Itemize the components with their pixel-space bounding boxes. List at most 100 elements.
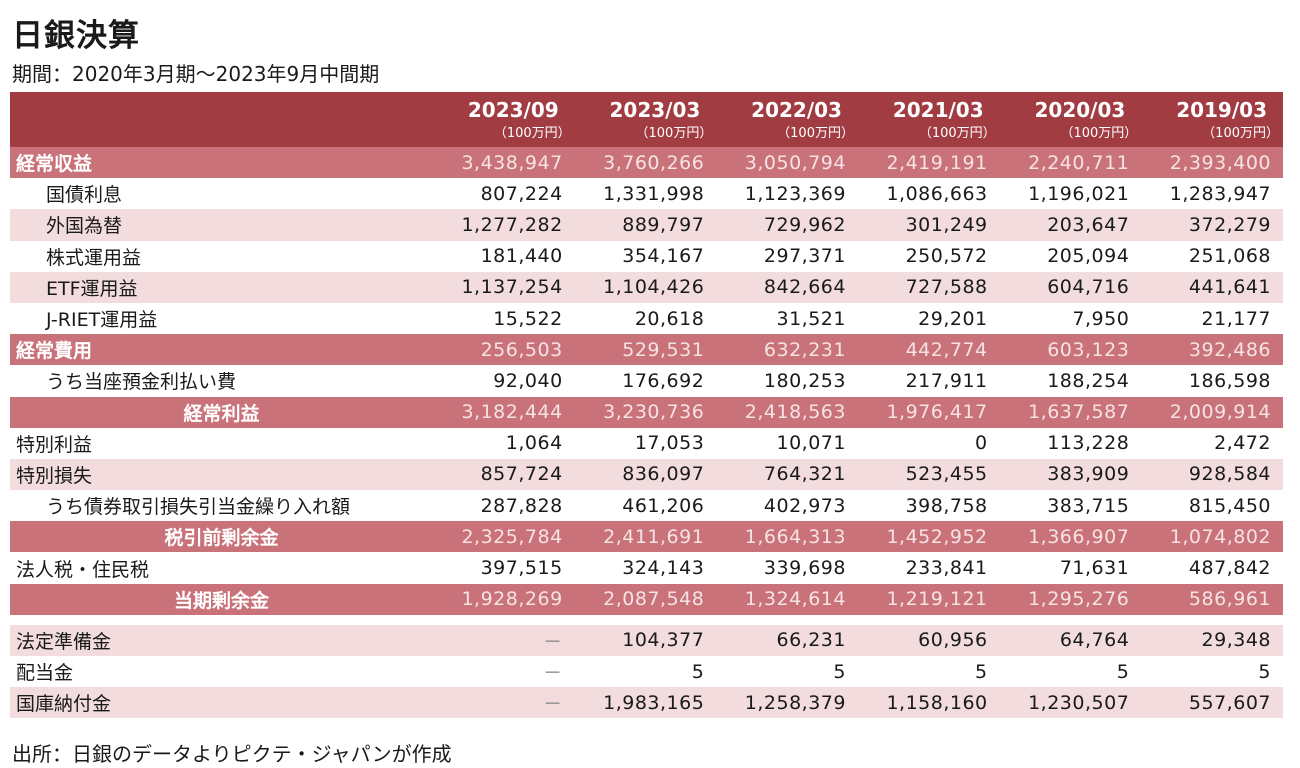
cell-value: 297,371 [716,240,858,272]
cell-value: 66,231 [716,624,858,656]
cell-value: 176,692 [574,365,717,397]
cell-value: 1,637,587 [999,396,1142,428]
cell-value: 487,842 [1141,552,1283,584]
unit-label: （100万円） [1141,122,1283,147]
financial-results-table: 2023/09 2023/03 2022/03 2021/03 2020/03 … [10,92,1283,719]
cell-value: 632,231 [716,334,858,366]
cell-value: 29,201 [857,302,1000,335]
header-label-cell [10,92,434,122]
column-header: 2019/03 [1141,92,1283,122]
cell-value: 3,230,736 [574,396,717,428]
cell-value: 1,983,165 [574,687,717,719]
cell-value: 2,009,914 [1141,396,1283,428]
cell-value: 807,224 [433,178,575,210]
cell-value: 3,050,794 [716,147,858,179]
table-row: 法人税・住民税 397,515 324,143 339,698 233,841 … [10,552,1283,584]
cell-value: 1,123,369 [716,178,858,210]
cell-value: 2,087,548 [574,583,717,615]
cell-value: 5 [857,656,1000,688]
cell-value: 180,253 [716,365,858,397]
cell-value: 20,618 [574,302,717,335]
cell-value: 1,086,663 [857,178,1000,210]
cell-value: 10,071 [716,427,858,459]
cell-value: 354,167 [574,240,717,272]
cell-value: 586,961 [1141,583,1283,615]
row-label: 配当金 [10,656,434,688]
cell-value: 1,295,276 [999,583,1142,615]
cell-value: 523,455 [857,458,1000,491]
unit-label: （100万円） [716,122,858,147]
header-row: 2023/09 2023/03 2022/03 2021/03 2020/03 … [10,92,1283,122]
unit-label: （100万円） [999,122,1142,147]
table-row: 税引前剰余金 2,325,784 2,411,691 1,664,313 1,4… [10,521,1283,553]
table-row: 特別利益 1,064 17,053 10,071 0 113,228 2,472 [10,427,1283,459]
cell-value: 1,158,160 [857,687,1000,719]
cell-value: 21,177 [1141,302,1283,335]
row-label: 経常収益 [10,147,434,179]
cell-value: 3,760,266 [574,147,717,179]
cell-value: 764,321 [716,458,858,491]
cell-value: 2,472 [1141,427,1283,459]
cell-value: 461,206 [574,490,717,522]
cell-value: 815,450 [1141,490,1283,522]
cell-value: 181,440 [433,240,575,272]
cell-value: 205,094 [999,240,1142,272]
row-label: 国庫納付金 [10,687,434,719]
unit-label-cell [10,122,434,147]
column-header: 2023/03 [574,92,717,122]
cell-value: 2,240,711 [999,147,1142,179]
cell-value: 186,598 [1141,365,1283,397]
cell-value: 2,419,191 [857,147,1000,179]
column-header: 2021/03 [857,92,1000,122]
table-row: J-RIET運用益 15,522 20,618 31,521 29,201 7,… [10,302,1283,335]
cell-value: 1,366,907 [999,521,1142,553]
column-header: 2023/09 [433,92,575,122]
cell-value: 2,411,691 [574,521,717,553]
cell-value: 397,515 [433,552,575,584]
cell-value: 603,123 [999,334,1142,366]
cell-value: 836,097 [574,458,717,491]
cell-value: 1,230,507 [999,687,1142,719]
cell-value: 5 [574,656,717,688]
cell-value: 60,956 [857,624,1000,656]
row-label: 法定準備金 [10,624,434,656]
cell-value: 557,607 [1141,687,1283,719]
table-row: 経常利益 3,182,444 3,230,736 2,418,563 1,976… [10,396,1283,428]
cell-value: 383,909 [999,458,1142,491]
unit-label: （100万円） [857,122,1000,147]
cell-value: 1,324,614 [716,583,858,615]
row-label: 特別損失 [10,458,434,491]
page-title: 日銀決算 [12,18,140,54]
table-row: 配当金 － 5 5 5 5 5 [10,656,1283,688]
cell-value: 1,928,269 [433,583,575,615]
cell-value: 1,664,313 [716,521,858,553]
spacer-cell [10,614,1283,625]
table-row: 当期剰余金 1,928,269 2,087,548 1,324,614 1,21… [10,583,1283,615]
row-label: J-RIET運用益 [10,302,434,335]
cell-value: 2,325,784 [433,521,575,553]
row-label: 法人税・住民税 [10,552,434,584]
row-label: うち当座預金利払い費 [10,365,434,397]
cell-value: 398,758 [857,490,1000,522]
row-label: 特別利益 [10,427,434,459]
table-row: 外国為替 1,277,282 889,797 729,962 301,249 2… [10,209,1283,241]
cell-value: 71,631 [999,552,1142,584]
cell-value: 604,716 [999,271,1142,303]
table-row: 株式運用益 181,440 354,167 297,371 250,572 20… [10,240,1283,272]
cell-value: 1,074,802 [1141,521,1283,553]
unit-label: （100万円） [574,122,717,147]
row-label: 株式運用益 [10,240,434,272]
cell-value: 1,196,021 [999,178,1142,210]
cell-value: 1,283,947 [1141,178,1283,210]
unit-label: （100万円） [433,122,575,147]
cell-value: 5 [1141,656,1283,688]
cell-value: 287,828 [433,490,575,522]
cell-value: 188,254 [999,365,1142,397]
cell-value: 928,584 [1141,458,1283,491]
cell-value: 17,053 [574,427,717,459]
cell-value: 256,503 [433,334,575,366]
cell-value: 5 [999,656,1142,688]
table-row: うち当座預金利払い費 92,040 176,692 180,253 217,91… [10,365,1283,397]
cell-value: 339,698 [716,552,858,584]
cell-value: 729,962 [716,209,858,241]
